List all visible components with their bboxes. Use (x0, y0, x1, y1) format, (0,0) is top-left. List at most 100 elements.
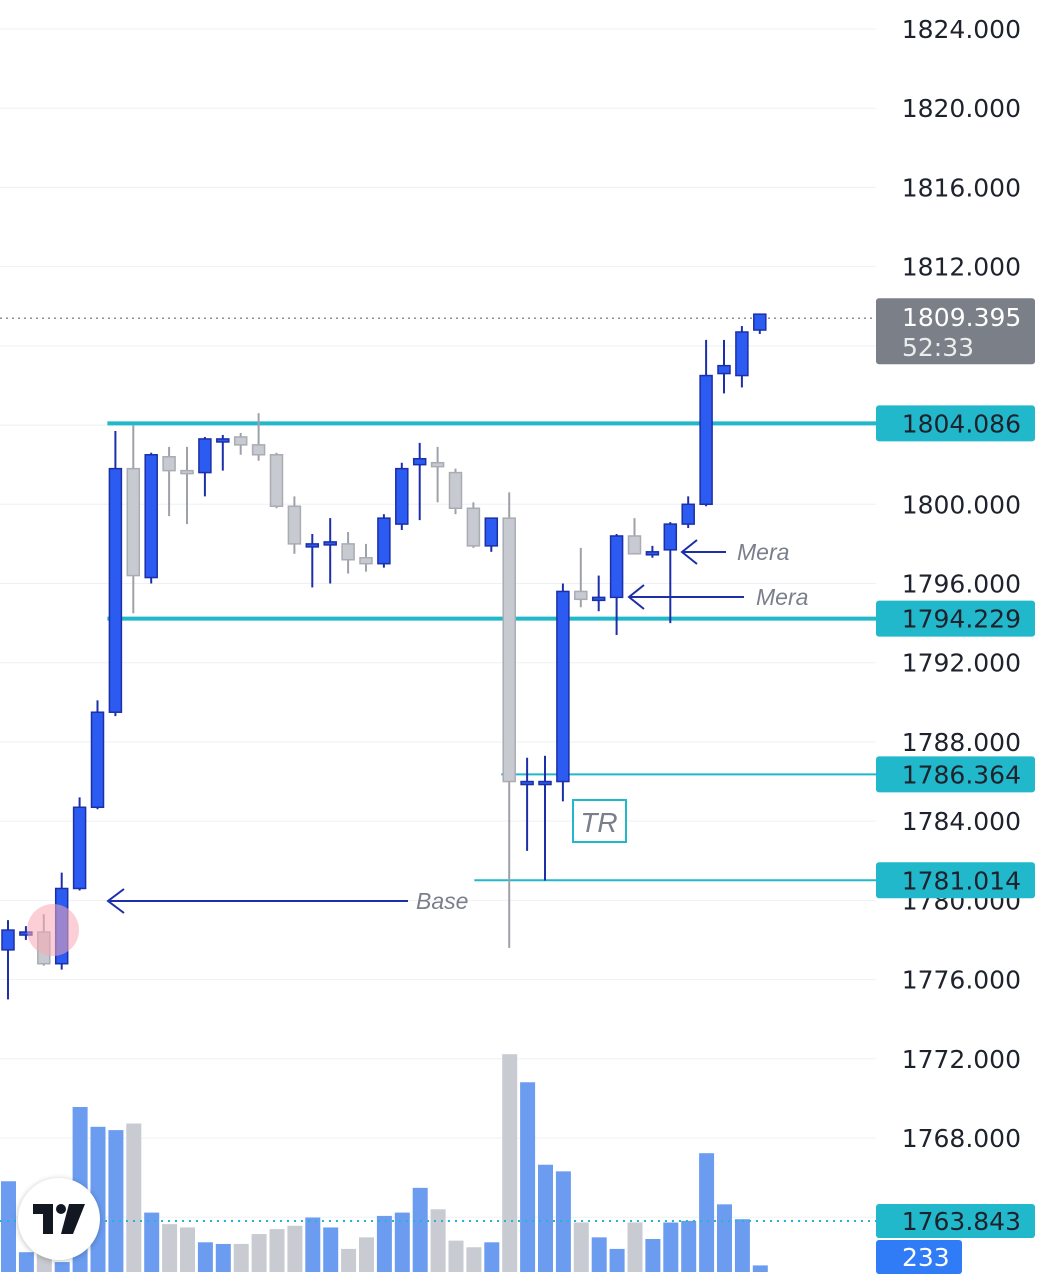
volume-bar (108, 1130, 124, 1272)
price-axis[interactable]: 1824.000 1820.000 1816.000 1812.000 1800.000… (902, 15, 1021, 1153)
volume-bar (126, 1123, 142, 1272)
volume-bar (573, 1222, 589, 1272)
level-tag (876, 405, 1035, 442)
volume-level-tag-label: 1763.843 (902, 1207, 1021, 1236)
candle-body (412, 457, 427, 466)
tr-box (572, 799, 627, 843)
volume-badge-label: 233 (902, 1243, 950, 1272)
base-arrow-head (106, 888, 125, 914)
volume-bar (215, 1243, 231, 1272)
candle-body (162, 456, 176, 472)
candles (1, 313, 767, 1000)
price-tick-label: 1768.000 (902, 1124, 1021, 1153)
volume-bar (18, 1252, 34, 1272)
candle-body (72, 806, 87, 890)
volume-bar (54, 1262, 70, 1272)
candle-body (430, 461, 445, 468)
annotations: Base Mera Mera TR (27, 539, 808, 956)
candle-body (323, 541, 337, 546)
mera-label: Mera (756, 584, 808, 610)
candle-body (735, 331, 749, 377)
candle-body (359, 557, 373, 565)
volume-bar (484, 1242, 500, 1272)
price-tags: 1804.086 1794.229 1786.364 1781.014 1763.843… (876, 298, 1035, 1274)
volume-bar (466, 1247, 482, 1272)
volume-bar (197, 1242, 213, 1272)
candle-body (574, 590, 588, 601)
candle-body (609, 535, 624, 599)
price-tick-label: 1816.000 (902, 173, 1021, 202)
price-tick-label: 1792.000 (902, 649, 1021, 678)
price-tick-label: 1784.000 (902, 807, 1021, 836)
current-price-label: 1809.395 (902, 303, 1021, 332)
candle-body (699, 374, 713, 506)
volume-bar (287, 1225, 303, 1272)
candle-body (645, 551, 660, 556)
volume-bar (502, 1054, 518, 1272)
price-tick-label: 1796.000 (902, 570, 1021, 599)
tr-label: TR (580, 807, 617, 838)
volume-bar (323, 1227, 339, 1272)
price-tick-label: 1820.000 (902, 94, 1021, 123)
candle-body (591, 596, 606, 602)
volume-bars (1, 1054, 768, 1272)
candle-body (341, 543, 355, 561)
candle-body (717, 364, 731, 375)
price-tick-label: 1776.000 (902, 966, 1021, 995)
volume-bar (430, 1209, 446, 1272)
price-tick-label: 1772.000 (902, 1045, 1021, 1074)
price-tick-label: 1824.000 (902, 15, 1021, 44)
volume-bar (162, 1224, 178, 1272)
volume-badge (876, 1240, 962, 1274)
candle-body (681, 503, 695, 525)
volume-bar (752, 1265, 768, 1272)
candle-body (287, 505, 302, 545)
volume-bar (627, 1222, 643, 1272)
volume-bar (269, 1229, 285, 1272)
volume-bar (538, 1164, 553, 1272)
mera-arrow-head (627, 584, 645, 610)
volume-bar (359, 1237, 374, 1272)
level-tag-label: 1804.086 (902, 409, 1021, 438)
candle-body (556, 590, 570, 783)
level-tag (876, 756, 1035, 793)
candle-body (466, 507, 481, 547)
volume-bar (520, 1082, 536, 1272)
price-tick-label: 1812.000 (902, 253, 1021, 282)
level-tag-label: 1781.014 (902, 866, 1021, 895)
candle-body (1, 929, 15, 951)
level-lines (107, 421, 876, 882)
candle-body (198, 438, 212, 474)
volume-bar (681, 1220, 697, 1272)
candle-body (395, 467, 409, 525)
volume-bar (717, 1204, 732, 1272)
tradingview-logo[interactable] (18, 1178, 100, 1260)
candle-body (538, 780, 552, 786)
volume-bar (233, 1243, 249, 1272)
candle-body (90, 711, 105, 809)
volume-bar (180, 1227, 195, 1272)
candle-body (108, 467, 123, 713)
countdown-label: 52:33 (902, 333, 974, 362)
volume-bar (663, 1222, 679, 1272)
candle-body (305, 543, 320, 548)
candle-body (269, 454, 284, 508)
level-tag (876, 862, 1035, 899)
level-tag-label: 1786.364 (902, 760, 1021, 789)
candle-body (144, 454, 158, 579)
candle-body (377, 517, 391, 565)
candle-body (484, 517, 499, 547)
candle-body (233, 436, 248, 446)
candle-body (663, 523, 678, 551)
candle-body (502, 517, 516, 783)
volume-bar (591, 1237, 607, 1272)
volume-bar (645, 1239, 661, 1272)
highlight-circle (27, 904, 79, 956)
tradingview-logo-icon (33, 1204, 85, 1234)
mera-label: Mera (737, 539, 789, 565)
volume-bar (376, 1215, 392, 1272)
volume-bar (609, 1248, 625, 1272)
volume-bar (555, 1171, 571, 1272)
volume-bar (734, 1219, 750, 1272)
